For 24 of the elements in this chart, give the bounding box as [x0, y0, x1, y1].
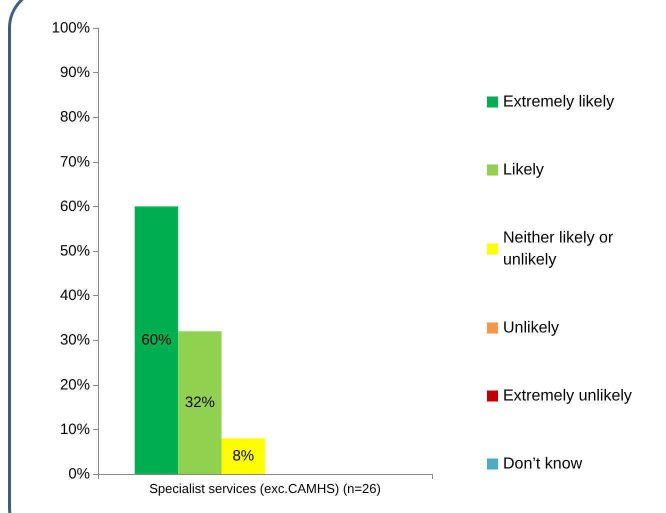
x-tick-label: Specialist services (exc.CAMHS) (n=26): [149, 481, 381, 496]
y-tick-label: 50%: [60, 242, 90, 260]
legend-label: Extremely likely: [503, 94, 614, 110]
data-label: 8%: [232, 448, 254, 465]
y-tick-label: 90%: [60, 64, 90, 82]
y-tick-label: 30%: [60, 332, 90, 349]
bar: [222, 438, 265, 474]
legend-label: Don’t know: [503, 456, 583, 472]
y-tick-label: 10%: [60, 420, 90, 438]
y-tick-label: 20%: [60, 376, 90, 394]
bar: [134, 206, 178, 474]
y-tick-label: 0%: [68, 466, 90, 482]
bar: [178, 331, 222, 474]
legend-label: Unlikely: [503, 320, 560, 336]
data-label: 60%: [141, 332, 172, 349]
y-tick-label: 80%: [60, 108, 90, 126]
legend-label: Neither likely or unlikely: [503, 230, 618, 268]
legend-label: Extremely unlikely: [503, 388, 632, 404]
y-tick-label: 100%: [52, 20, 90, 36]
data-label: 32%: [184, 394, 215, 412]
legend-label: Likely: [503, 162, 544, 178]
y-tick-label: 70%: [60, 153, 90, 170]
y-tick-label: 60%: [60, 198, 90, 215]
y-tick-label: 40%: [60, 287, 90, 304]
